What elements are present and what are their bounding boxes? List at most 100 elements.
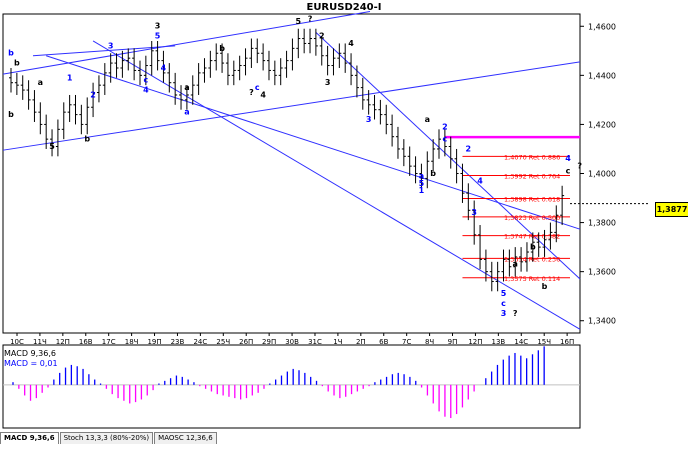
y-tick-label: 1,3400 — [588, 317, 616, 326]
x-tick-label: 23В — [171, 338, 185, 346]
wave-label: b — [8, 49, 14, 58]
wave-label: ? — [513, 309, 518, 318]
x-tick-label: 12П — [56, 338, 70, 346]
x-tick-label: 26П — [239, 338, 253, 346]
wave-label: 4 — [348, 39, 354, 48]
current-price-tag: 1,3877 — [655, 202, 688, 217]
x-tick-label: 10C — [10, 338, 24, 346]
wave-label: c — [442, 135, 447, 144]
wave-label: 1 — [419, 186, 425, 195]
x-tick-label: 14C — [514, 338, 528, 346]
fib-level-label: 1,3575 Ret 0.114 — [504, 275, 560, 283]
y-tick-label: 1,3600 — [588, 268, 616, 277]
wave-label: 3 — [325, 78, 331, 87]
fib-level-label: 1,3823 Ret 0.500 — [504, 214, 560, 222]
chart-title: EURUSD240-I — [306, 2, 382, 13]
wave-label: 5 — [501, 289, 507, 298]
wave-label: c — [143, 76, 148, 85]
wave-label: a — [425, 115, 430, 124]
wave-label: 5 — [155, 32, 161, 41]
y-tick-label: 1,3800 — [588, 219, 616, 228]
wave-label: 2 — [90, 90, 96, 99]
x-tick-label: 30В — [285, 338, 299, 346]
wave-label: ? — [249, 88, 254, 97]
x-tick-label: 18Ч — [125, 338, 139, 346]
macd-pane-frame — [2, 344, 581, 429]
wave-label: 3 — [471, 208, 477, 217]
x-tick-label: 6В — [379, 338, 388, 346]
wave-label: 5 — [419, 179, 425, 188]
wave-label: 4 — [260, 90, 266, 99]
wave-label: b — [8, 110, 14, 119]
x-tick-label: 8Ч — [425, 338, 434, 346]
x-tick-label: 25Ч — [216, 338, 230, 346]
wave-label: c — [566, 167, 571, 176]
wave-label: 4 — [477, 176, 483, 185]
x-tick-label: 16В — [79, 338, 93, 346]
x-tick-label: 16П — [560, 338, 574, 346]
y-tick-label: 1,4400 — [588, 71, 616, 80]
wave-label: 4 — [565, 154, 571, 163]
wave-label: a — [38, 78, 43, 87]
wave-label: 3 — [501, 309, 507, 318]
wave-label: ? — [577, 162, 582, 171]
x-tick-label: 29П — [262, 338, 276, 346]
x-tick-label: 1Ч — [333, 338, 342, 346]
tab-macd[interactable]: MACD 9,36,6 — [0, 432, 59, 444]
wave-label: 5 — [49, 142, 55, 151]
x-tick-label: 19П — [147, 338, 161, 346]
x-tick-label: 12П — [468, 338, 482, 346]
tab-maosc[interactable]: MAOSC 12,36,6 — [154, 432, 217, 444]
x-tick-label: 11Ч — [33, 338, 47, 346]
wave-label: 5 — [296, 17, 302, 26]
fib-level-label: 1,4070 Ret 0.886 — [504, 153, 560, 161]
fib-level-label: 1,3992 Ret 0.764 — [504, 172, 560, 180]
wave-label: a — [184, 108, 189, 117]
macd-legend: MACD 9,36,6 MACD = 0,01 — [4, 349, 58, 369]
x-tick-label: 9П — [448, 338, 458, 346]
wave-label: c — [501, 299, 506, 308]
price-pane-frame — [2, 13, 581, 334]
wave-label: b — [430, 169, 436, 178]
channel-line — [315, 32, 581, 280]
wave-label: 2 — [466, 144, 472, 153]
channel-line — [2, 61, 581, 151]
wave-label: a — [184, 83, 189, 92]
indicator-tabs: MACD 9,36,6 Stoch 13,3,3 (80%-20%) MAOSC… — [0, 432, 218, 444]
x-tick-label: 24C — [193, 338, 207, 346]
wave-label: b — [84, 135, 90, 144]
wave-label: 2 — [442, 122, 448, 131]
x-tick-label: 15Ч — [537, 338, 551, 346]
wave-label: b — [219, 44, 225, 53]
y-tick-label: 1,4600 — [588, 22, 616, 31]
tab-stoch[interactable]: Stoch 13,3,3 (80%-20%) — [59, 432, 154, 444]
fib-level-label: 1,3747 Ret 0.382 — [504, 233, 560, 241]
x-tick-label: 13В — [491, 338, 505, 346]
x-tick-label: 2П — [356, 338, 366, 346]
wave-label: 3 — [155, 22, 161, 31]
macd-legend-value: MACD = 0,01 — [4, 359, 58, 368]
wave-label: 1 — [67, 73, 73, 82]
macd-legend-name: MACD 9,36,6 — [4, 349, 56, 358]
wave-label: b — [542, 282, 548, 291]
wave-label: b — [14, 59, 20, 68]
y-tick-label: 1,4000 — [588, 170, 616, 179]
channel-line — [2, 11, 371, 75]
x-tick-label: 7C — [402, 338, 411, 346]
x-tick-label: 17C — [102, 338, 116, 346]
wave-label: 2 — [319, 32, 325, 41]
wave-label: c — [255, 83, 260, 92]
fib-level-label: 1,3898 Ret 0.618 — [504, 196, 560, 204]
wave-label: 4 — [161, 63, 167, 72]
channel-line — [92, 40, 581, 330]
wave-label: 4 — [143, 86, 149, 95]
fib-level-label: 1,3654 Ret 0.236 — [504, 255, 560, 263]
x-tick-label: 31C — [308, 338, 322, 346]
wave-label: a — [419, 171, 424, 180]
wave-label: 3 — [108, 41, 114, 50]
channel-line — [46, 55, 581, 230]
wave-label: a — [513, 260, 518, 269]
wave-label: b — [530, 243, 536, 252]
